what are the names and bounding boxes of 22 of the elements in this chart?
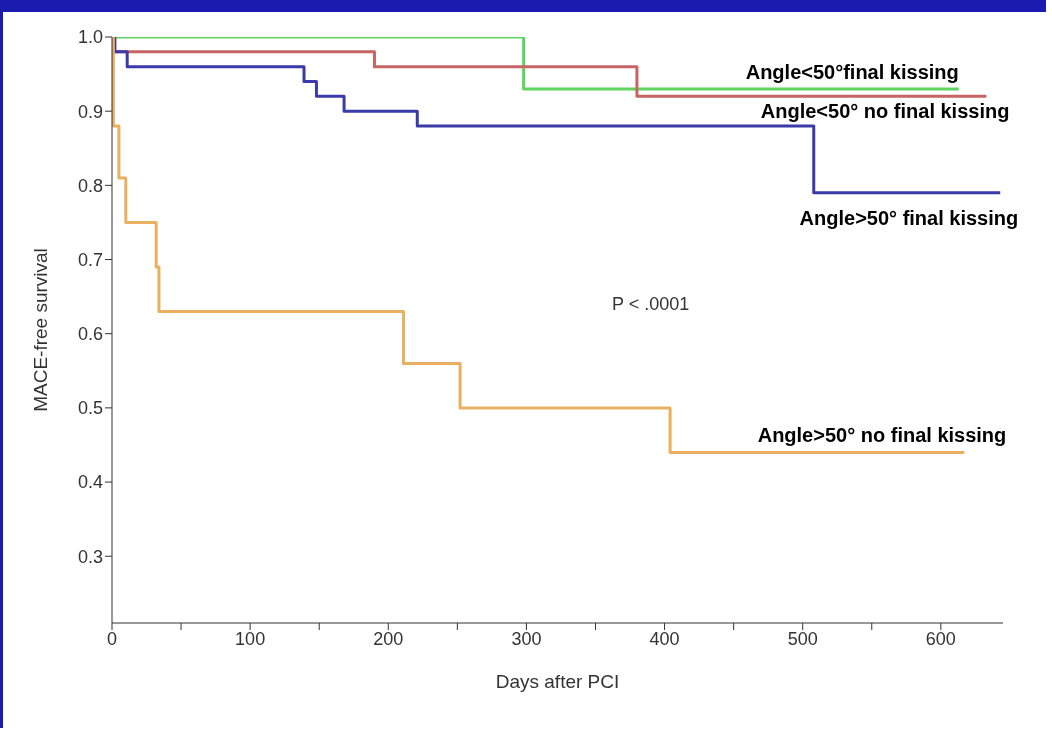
series-label: Angle<50° no final kissing (760, 100, 1010, 123)
series-label: Angle>50° final kissing (799, 206, 1019, 229)
y-tick-label: 0.9 (77, 101, 103, 122)
x-tick-label: 600 (925, 628, 956, 649)
x-tick-label: 200 (373, 628, 404, 649)
x-tick-label: 0 (106, 628, 118, 649)
x-tick-label: 400 (649, 628, 680, 649)
series-label: Angle<50°final kissing (745, 60, 959, 83)
y-tick-label: 0.8 (77, 175, 103, 196)
y-tick-label: 0.6 (77, 324, 103, 345)
x-axis-title: Days after PCI (495, 671, 620, 692)
y-tick-label: 1.0 (77, 27, 103, 48)
y-tick-label: 0.7 (77, 249, 103, 270)
x-tick-label: 100 (235, 628, 266, 649)
y-axis-title: MACE-free survival (29, 248, 51, 412)
x-tick-label: 300 (511, 628, 542, 649)
y-tick-label: 0.4 (77, 472, 103, 493)
y-tick-label: 0.3 (77, 546, 103, 567)
annotation: P < .0001 (612, 294, 690, 315)
x-tick-label: 500 (787, 628, 818, 649)
series-label: Angle>50° no final kissing (757, 424, 1007, 447)
y-tick-label: 0.5 (77, 398, 103, 419)
